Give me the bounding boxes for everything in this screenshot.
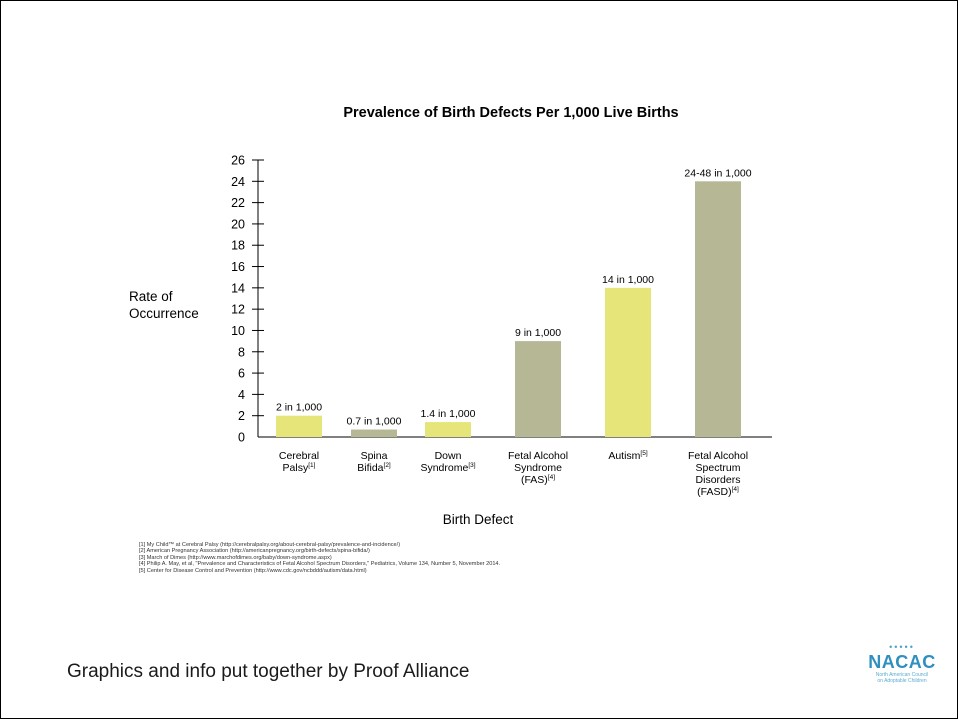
- x-tick-label: Syndrome[3]: [420, 462, 475, 474]
- footnotes: [1] My Child™ at Cerebral Palsy (http://…: [139, 542, 500, 574]
- x-tick-label-text: (FAS): [521, 474, 548, 486]
- y-tick-label: 4: [238, 388, 245, 402]
- data-label: 1.4 in 1,000: [421, 408, 476, 420]
- data-label: 2 in 1,000: [276, 402, 322, 414]
- chart-title: Prevalence of Birth Defects Per 1,000 Li…: [343, 105, 679, 121]
- x-tick-label: Fetal Alcohol: [688, 450, 748, 462]
- logo-name: NACAC: [868, 652, 936, 672]
- y-tick-label: 24: [231, 175, 245, 189]
- bar-spina: [351, 429, 397, 437]
- y-tick-label: 26: [231, 154, 245, 168]
- x-tick-label-text: Fetal Alcohol: [688, 450, 748, 462]
- x-tick-label-ref: [3]: [468, 462, 475, 469]
- y-tick-label: 6: [238, 367, 245, 381]
- x-tick-label-text: Autism: [608, 450, 640, 462]
- y-tick-label: 16: [231, 260, 245, 274]
- x-tick-label-text: Fetal Alcohol: [508, 450, 568, 462]
- x-tick-label-ref: [5]: [640, 450, 647, 457]
- y-tick-label: 0: [238, 431, 245, 445]
- x-tick-label-text: Bifida: [357, 462, 383, 474]
- x-tick-label-text: Cerebral: [279, 450, 319, 462]
- x-tick-label-text: Palsy: [283, 462, 309, 474]
- x-tick-label: Autism[5]: [608, 450, 648, 462]
- bar-down: [425, 422, 471, 437]
- x-tick-label: Syndrome: [514, 462, 562, 474]
- data-label: 14 in 1,000: [602, 274, 654, 286]
- footnote-5: [5] Center for Disease Control and Preve…: [139, 567, 367, 574]
- x-tick-label-text: Down: [435, 450, 462, 462]
- x-tick-label-text: Spina: [361, 450, 388, 462]
- logo-tagline-2: on Adoptable Children: [877, 678, 927, 684]
- y-tick-label: 22: [231, 196, 245, 210]
- footnote-3: [3] March of Dimes (http://www.marchofdi…: [139, 554, 332, 561]
- footnote-1: [1] My Child™ at Cerebral Palsy (http://…: [139, 542, 401, 548]
- y-axis-label: Rate of Occurrence: [129, 288, 199, 322]
- x-tick-label-ref: [1]: [308, 462, 315, 469]
- x-tick-label: Disorders: [696, 474, 741, 486]
- footnote-4: [4] Philip A. May, et al, "Prevalence an…: [139, 561, 501, 568]
- x-tick-label: Bifida[2]: [357, 462, 391, 474]
- x-tick-label-text: Disorders: [696, 474, 741, 486]
- bar-fasd: [695, 181, 741, 437]
- x-tick-label-text: Syndrome: [514, 462, 562, 474]
- x-axis-label: Birth Defect: [443, 512, 514, 527]
- people-icon: •••••: [889, 642, 915, 652]
- nacac-logo: ••••• NACAC North American Council on Ad…: [863, 643, 941, 701]
- y-tick-label: 10: [231, 324, 245, 338]
- x-tick-label: (FASD)[4]: [697, 486, 739, 498]
- x-tick-label: Spina: [361, 450, 388, 462]
- x-tick-label: Palsy[1]: [283, 462, 316, 474]
- y-axis-label-line: Occurrence: [129, 306, 199, 321]
- x-tick-label: Cerebral: [279, 450, 319, 462]
- y-tick-label: 18: [231, 239, 245, 253]
- x-tick-label: (FAS)[4]: [521, 474, 555, 486]
- credit-text: Graphics and info put together by Proof …: [67, 661, 470, 682]
- bar-fas: [515, 341, 561, 437]
- y-tick-label: 2: [238, 409, 245, 423]
- y-axis-label-line: Rate of: [129, 289, 173, 304]
- x-tick-label: Down: [435, 450, 462, 462]
- x-tick-label-text: Syndrome: [420, 462, 468, 474]
- bar-cerebral: [276, 415, 322, 437]
- x-tick-label-text: (FASD): [697, 486, 731, 498]
- x-tick-label: Spectrum: [696, 462, 741, 474]
- data-label: 9 in 1,000: [515, 327, 561, 339]
- x-tick-label: Fetal Alcohol: [508, 450, 568, 462]
- y-tick-label: 20: [231, 217, 245, 231]
- y-tick-label: 14: [231, 281, 245, 295]
- x-tick-label-text: Spectrum: [696, 462, 741, 474]
- bar-autism: [605, 287, 651, 437]
- data-label: 0.7 in 1,000: [347, 416, 402, 428]
- footnote-2: [2] American Pregnancy Association (http…: [139, 548, 370, 555]
- data-label: 24-48 in 1,000: [684, 167, 751, 179]
- y-tick-label: 8: [238, 345, 245, 359]
- x-tick-label-ref: [4]: [548, 474, 555, 481]
- x-tick-label-ref: [4]: [732, 486, 739, 493]
- logo-tagline-1: North American Council: [875, 672, 929, 678]
- y-tick-label: 12: [231, 303, 245, 317]
- x-tick-label-ref: [2]: [384, 462, 391, 469]
